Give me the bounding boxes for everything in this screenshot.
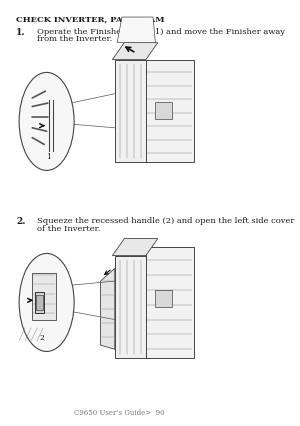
- Bar: [146, 247, 194, 358]
- Bar: [155, 102, 172, 119]
- Polygon shape: [117, 17, 155, 43]
- Bar: [155, 290, 172, 307]
- Bar: [115, 256, 146, 358]
- Bar: [32, 273, 56, 320]
- Text: Squeeze the recessed handle (2) and open the left side cover: Squeeze the recessed handle (2) and open…: [37, 217, 294, 225]
- Text: 1: 1: [46, 153, 52, 161]
- Text: CHECK INVERTER, PAPER JAM: CHECK INVERTER, PAPER JAM: [16, 16, 165, 24]
- Text: 2: 2: [39, 334, 44, 343]
- Text: Operate the Finisher lever (1) and move the Finisher away: Operate the Finisher lever (1) and move …: [37, 28, 285, 36]
- Bar: [35, 292, 44, 313]
- Text: 2.: 2.: [16, 217, 26, 226]
- Circle shape: [19, 72, 74, 170]
- Bar: [146, 60, 194, 162]
- Bar: [115, 60, 146, 162]
- Text: C9650 User’s Guide>  90: C9650 User’s Guide> 90: [74, 409, 165, 417]
- Polygon shape: [112, 239, 158, 256]
- Bar: [36, 295, 43, 310]
- Text: of the Inverter.: of the Inverter.: [37, 225, 100, 233]
- Polygon shape: [112, 43, 158, 60]
- Circle shape: [19, 253, 74, 351]
- Polygon shape: [100, 268, 115, 349]
- Text: from the Inverter.: from the Inverter.: [37, 35, 112, 43]
- Text: 1.: 1.: [16, 28, 26, 37]
